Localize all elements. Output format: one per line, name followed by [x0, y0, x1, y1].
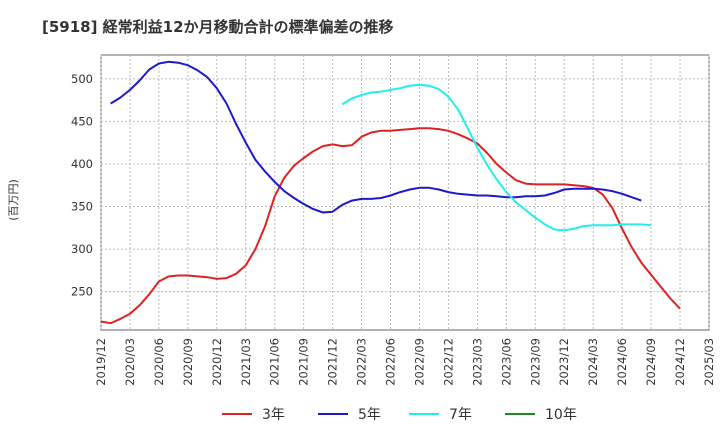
legend-item-2: 7年 [409, 407, 472, 423]
legend-item-0: 3年 [222, 407, 285, 423]
x-tick-label: 2022/06 [384, 338, 398, 386]
x-tick-label: 2022/09 [412, 338, 426, 386]
x-tick-label: 2024/12 [673, 338, 687, 386]
series-lines [100, 60, 681, 325]
legend-item-3: 10年 [505, 407, 577, 423]
x-tick-label: 2023/06 [499, 338, 513, 386]
y-tick-label: 350 [71, 200, 93, 214]
x-tick-label: 2021/09 [297, 338, 311, 386]
y-tick-label: 400 [71, 157, 93, 171]
x-tick-label: 2023/12 [557, 338, 571, 386]
legend: 3年 5年 7年 10年 [222, 407, 577, 423]
x-tick-label: 2025/03 [702, 338, 716, 386]
x-tick-label: 2022/03 [355, 338, 369, 386]
chart-title: [5918] 経常利益12か月移動合計の標準偏差の推移 [42, 18, 394, 36]
x-tick-label: 2022/12 [441, 338, 455, 386]
y-tick-label: 250 [71, 285, 93, 299]
x-tick-label: 2024/09 [644, 338, 658, 386]
x-tick-label: 2024/03 [586, 338, 600, 386]
legend-item-1: 5年 [318, 407, 381, 423]
x-tick-label: 2023/09 [528, 338, 542, 386]
x-tick-label: 2021/12 [326, 338, 340, 386]
legend-label: 7年 [449, 407, 472, 423]
series-line-2 [341, 83, 652, 232]
y-tick-label: 500 [71, 72, 93, 86]
x-tick-label: 2024/06 [615, 338, 629, 386]
x-tick-label: 2020/06 [152, 338, 166, 386]
series-line-1 [110, 60, 642, 214]
legend-label: 5年 [358, 407, 381, 423]
series-line-0 [100, 127, 681, 325]
plot-area [100, 54, 710, 331]
x-tick-label: 2021/06 [268, 338, 282, 386]
x-tick-label: 2019/12 [94, 338, 108, 386]
y-tick-label: 450 [71, 114, 93, 128]
y-axis: 250 300 350 400 450 500 [71, 72, 93, 299]
x-axis: 2019/12 2020/03 2020/06 2020/09 2020/12 2021/… [94, 338, 716, 386]
x-tick-label: 2020/03 [123, 338, 137, 386]
x-tick-label: 2020/12 [210, 338, 224, 386]
x-tick-label: 2023/03 [470, 338, 484, 386]
legend-label: 10年 [545, 407, 577, 423]
y-tick-label: 300 [71, 242, 93, 256]
y-axis-label: (百万円) [7, 179, 20, 221]
x-tick-label: 2020/09 [181, 338, 195, 386]
x-tick-label: 2021/03 [239, 338, 253, 386]
legend-label: 3年 [262, 407, 285, 423]
